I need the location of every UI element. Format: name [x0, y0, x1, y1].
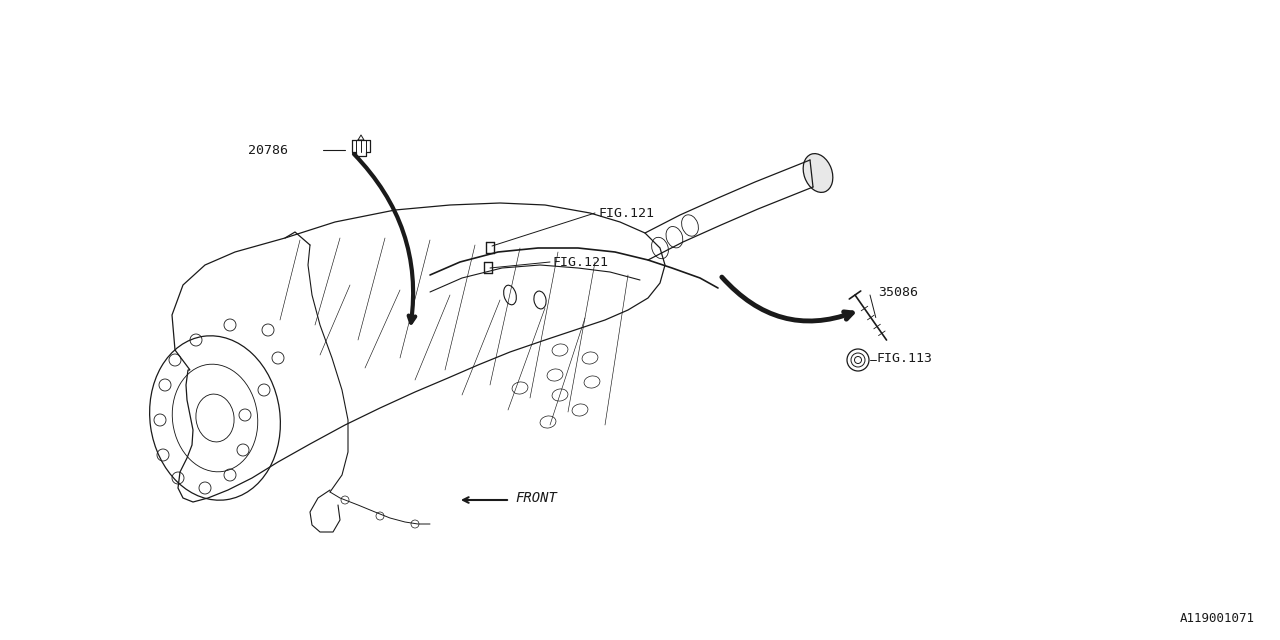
- Text: 20786: 20786: [248, 143, 288, 157]
- Text: FIG.113: FIG.113: [876, 351, 932, 365]
- Text: A119001071: A119001071: [1180, 612, 1254, 625]
- FancyArrowPatch shape: [722, 277, 852, 321]
- Text: FIG.121: FIG.121: [598, 207, 654, 220]
- Ellipse shape: [803, 154, 833, 193]
- Text: FIG.121: FIG.121: [552, 255, 608, 269]
- Text: FRONT: FRONT: [515, 491, 557, 505]
- FancyArrowPatch shape: [355, 154, 415, 323]
- Text: 35086: 35086: [878, 285, 918, 298]
